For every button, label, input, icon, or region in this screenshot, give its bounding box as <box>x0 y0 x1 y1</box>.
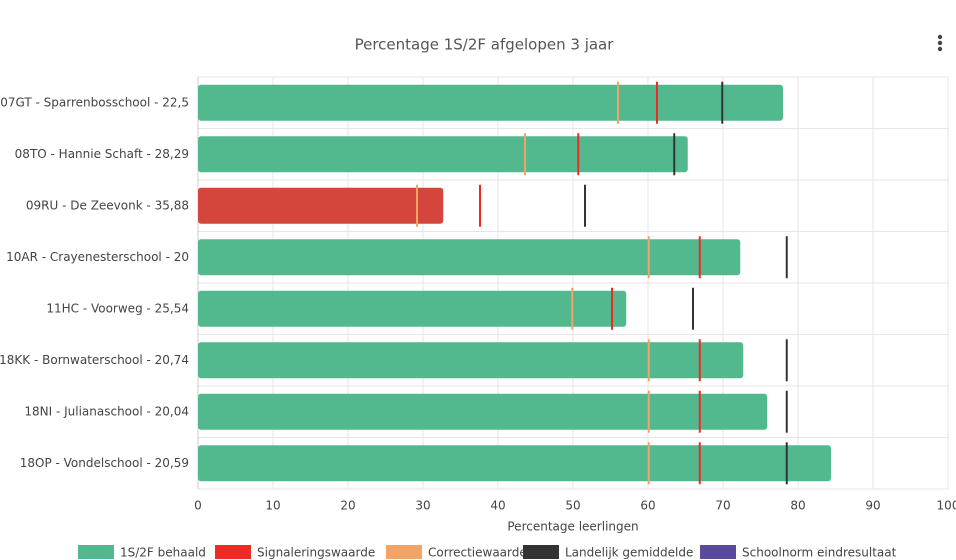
legend-swatch <box>78 545 114 559</box>
x-tick-label: 50 <box>565 499 580 513</box>
chart-title: Percentage 1S/2F afgelopen 3 jaar <box>355 36 615 54</box>
menu-icon[interactable] <box>937 34 943 52</box>
x-tick-label: 60 <box>640 499 655 513</box>
legend-swatch <box>523 545 559 559</box>
x-tick-label: 30 <box>415 499 430 513</box>
bar <box>198 393 768 430</box>
x-axis-label: Percentage leerlingen <box>507 520 638 534</box>
bar <box>198 187 444 224</box>
bar <box>198 136 688 173</box>
y-tick-label: 11HC - Voorweg - 25,54 <box>46 301 189 315</box>
x-tick-label: 0 <box>194 499 202 513</box>
legend-label: 1S/2F behaald <box>120 546 206 560</box>
legend-swatch <box>215 545 251 559</box>
bar <box>198 290 627 327</box>
y-tick-label: 18KK - Bornwaterschool - 20,74 <box>0 353 189 367</box>
legend-label: Landelijk gemiddelde <box>565 546 693 560</box>
x-tick-label: 100 <box>937 499 956 513</box>
legend-label: Signaleringswaarde <box>257 546 375 560</box>
menu-dot[interactable] <box>937 46 943 52</box>
y-tick-label: 18OP - Vondelschool - 20,59 <box>20 456 189 470</box>
y-tick-label: 08TO - Hannie Schaft - 28,29 <box>15 147 189 161</box>
x-tick-label: 70 <box>715 499 730 513</box>
y-tick-label: 18NI - Julianaschool - 20,04 <box>24 404 189 418</box>
menu-dot[interactable] <box>937 40 943 46</box>
y-tick-label: 10AR - Crayenesterschool - 20 <box>6 250 189 264</box>
y-tick-label: 09RU - De Zeevonk - 35,88 <box>26 198 189 212</box>
bar <box>198 445 831 482</box>
bar <box>198 342 744 379</box>
y-tick-label: 07GT - Sparrenbosschool - 22,5 <box>0 95 189 109</box>
menu-dot[interactable] <box>937 34 943 40</box>
x-tick-label: 10 <box>265 499 280 513</box>
x-tick-label: 80 <box>790 499 805 513</box>
legend-label: Correctiewaarde <box>428 546 527 560</box>
x-tick-label: 90 <box>865 499 880 513</box>
x-tick-label: 40 <box>490 499 505 513</box>
legend-swatch <box>700 545 736 559</box>
bar <box>198 84 783 121</box>
x-tick-label: 20 <box>340 499 355 513</box>
legend-label: Schoolnorm eindresultaat <box>742 546 897 560</box>
bar <box>198 239 741 276</box>
legend-swatch <box>386 545 422 559</box>
